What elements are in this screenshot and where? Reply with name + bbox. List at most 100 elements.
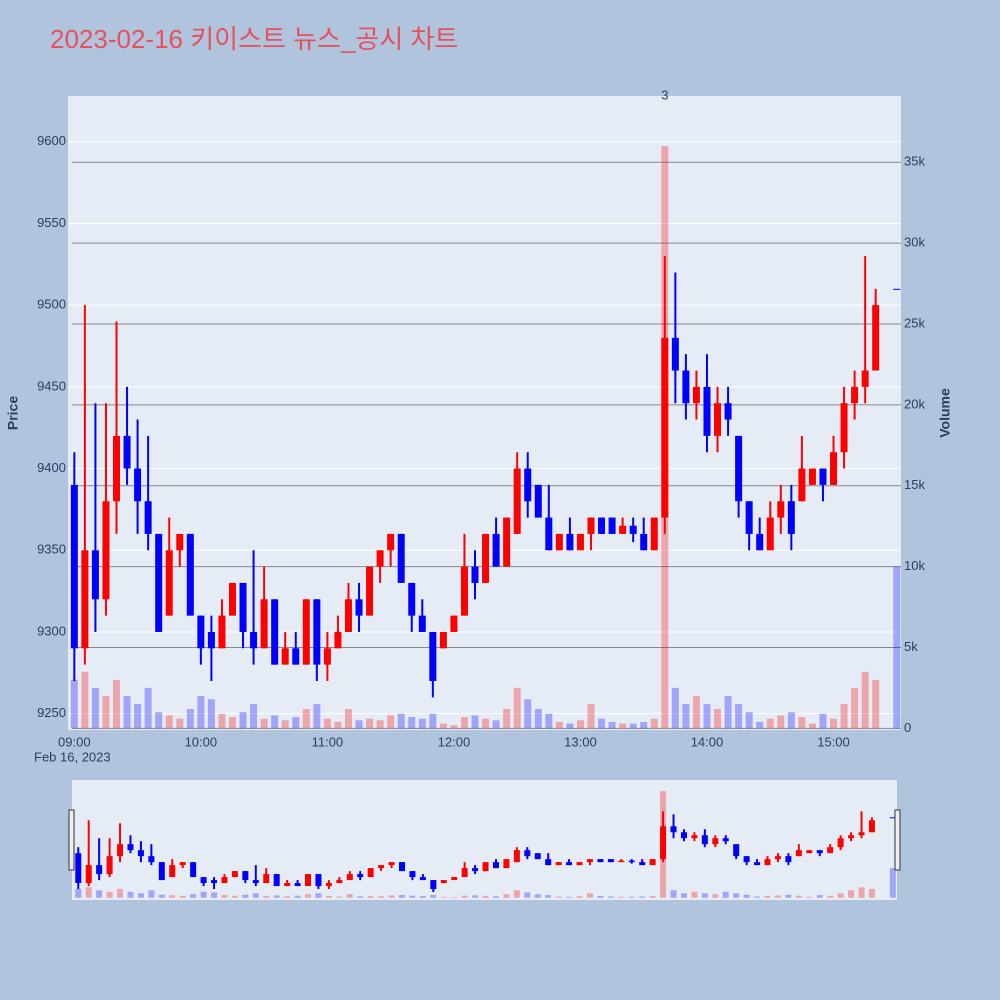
- volume-bar: [292, 717, 300, 729]
- candle-body: [858, 832, 865, 836]
- volume-bar: [344, 708, 352, 729]
- range-handle[interactable]: [894, 809, 901, 871]
- volume-bar: [777, 715, 785, 729]
- volume-bar: [598, 718, 606, 729]
- candle-body: [682, 370, 690, 404]
- volume-bar: [608, 721, 616, 729]
- candle-body: [618, 860, 625, 863]
- volume-bar: [419, 895, 426, 898]
- volume-bar: [724, 696, 732, 729]
- volume-bar: [281, 720, 289, 729]
- y-tick-label: 9500: [37, 297, 66, 312]
- volume-bar: [837, 893, 844, 898]
- candle-body: [639, 862, 646, 866]
- candle-body: [764, 859, 771, 866]
- y2-axis-label: Volume: [937, 388, 953, 438]
- volume-bar: [703, 704, 711, 729]
- volume-bar: [545, 895, 552, 898]
- volume-bar: [785, 894, 792, 898]
- candle-body: [85, 865, 92, 884]
- volume-bar: [197, 696, 205, 729]
- volume-bar: [450, 725, 458, 729]
- candle-body: [263, 874, 270, 884]
- volume-bar: [461, 895, 468, 898]
- candle-body: [848, 835, 855, 839]
- candle-body: [566, 862, 573, 866]
- y2-tick-label: 25k: [904, 315, 925, 330]
- candle-body: [207, 631, 215, 649]
- y2-tick-label: 10k: [904, 558, 925, 573]
- volume-bar: [712, 894, 719, 898]
- chart-title: 2023-02-16 키이스트 뉴스_공시 차트: [50, 24, 458, 54]
- volume-bar: [378, 896, 385, 898]
- candle-body: [586, 859, 593, 863]
- candle-body: [221, 877, 228, 884]
- x-tick-label: 12:00: [438, 734, 471, 749]
- volume-bar: [692, 696, 700, 729]
- volume-bar: [96, 890, 103, 898]
- volume-bar: [155, 712, 163, 729]
- candle-body: [798, 468, 806, 502]
- volume-bar: [91, 687, 99, 729]
- range-slider[interactable]: [72, 780, 897, 900]
- candle-body: [158, 862, 165, 881]
- volume-bar: [766, 718, 774, 729]
- candle-body: [346, 874, 353, 881]
- volume-bar: [123, 696, 131, 729]
- candle-body: [861, 370, 869, 387]
- candle-body: [735, 435, 743, 502]
- volume-bar: [733, 893, 740, 898]
- y-tick-label: 9350: [37, 542, 66, 557]
- volume-bar: [127, 891, 134, 898]
- volume-bar: [75, 888, 82, 898]
- volume-bar: [650, 718, 658, 729]
- candle-body: [357, 874, 364, 878]
- volume-bar: [618, 896, 625, 898]
- volume-bar: [566, 723, 574, 729]
- y-tick-label: 9300: [37, 623, 66, 638]
- candle-body: [628, 860, 635, 863]
- volume-bar: [861, 671, 869, 729]
- x-tick-label: 10:00: [185, 734, 218, 749]
- volume-bar: [263, 895, 270, 898]
- volume-bar: [85, 887, 92, 898]
- volume-bar: [816, 895, 823, 898]
- candle-body: [692, 386, 700, 404]
- volume-bar: [524, 892, 531, 898]
- candle-body: [260, 599, 268, 649]
- volume-bar: [830, 718, 838, 729]
- candle-body: [127, 844, 134, 851]
- volume-bar: [524, 699, 532, 729]
- volume-bar: [534, 708, 542, 729]
- volume-bar: [640, 721, 648, 729]
- candle-body: [169, 865, 176, 878]
- candle-body: [766, 517, 774, 551]
- volume-bar: [239, 712, 247, 729]
- volume-bar: [355, 720, 363, 729]
- candle-body: [134, 468, 142, 502]
- volume-bar: [868, 888, 875, 898]
- x-tick-label: 13:00: [564, 734, 597, 749]
- candle-body: [733, 844, 740, 857]
- candle-body: [670, 826, 677, 833]
- candle-body: [75, 853, 82, 884]
- range-handle[interactable]: [68, 809, 75, 871]
- candle-body: [96, 865, 103, 875]
- candle-body: [819, 468, 827, 485]
- candle-body: [513, 468, 521, 534]
- candle-body: [756, 533, 764, 551]
- volume-bar: [774, 895, 781, 898]
- candle-body: [598, 517, 606, 534]
- y-tick-label: 9600: [37, 133, 66, 148]
- candle-body: [545, 517, 553, 551]
- candle-body: [408, 582, 416, 616]
- candle-body: [451, 877, 458, 881]
- volume-bar: [576, 896, 583, 898]
- candle-body: [545, 859, 552, 866]
- candle-body: [576, 533, 584, 551]
- volume-bar: [106, 891, 113, 898]
- volume-bar: [294, 895, 301, 898]
- candle-body: [102, 501, 110, 600]
- volume-bar: [323, 718, 331, 729]
